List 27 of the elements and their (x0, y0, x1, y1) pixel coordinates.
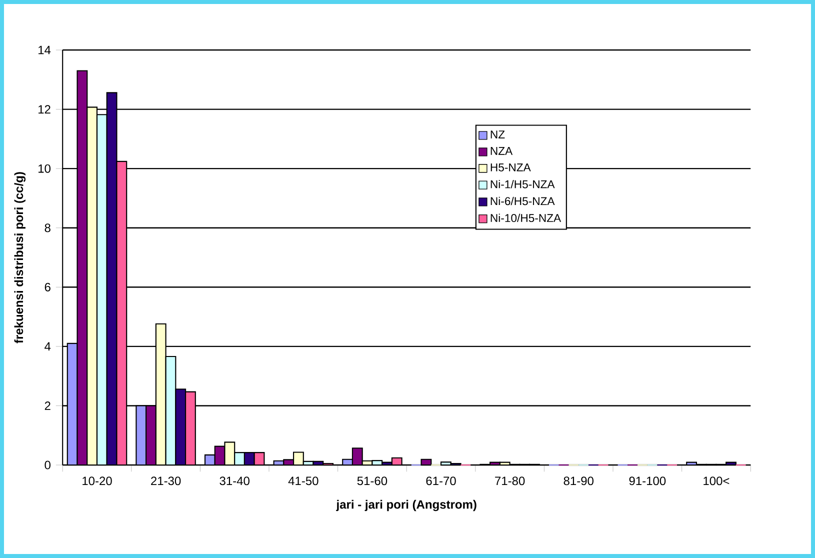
legend-label: NZ (490, 130, 505, 138)
x-tick-label: 71-80 (495, 476, 525, 486)
bar (420, 458, 432, 466)
y-tick-label: 0 (44, 460, 50, 470)
x-tick-label: 91-100 (629, 476, 666, 486)
legend-label: Ni-10/H5-NZA (490, 214, 562, 222)
legend-label: NZA (490, 147, 513, 155)
y-tick-label: 14 (38, 46, 51, 54)
y-tick-label: 4 (44, 342, 51, 351)
x-tick-label: 61-70 (426, 476, 456, 486)
y-tick-label: 6 (44, 282, 50, 292)
x-axis-title: jari - jari pori (Angstrom) (336, 500, 476, 512)
y-tick-label: 12 (38, 105, 50, 114)
y-tick-label: 8 (44, 224, 50, 232)
legend-label: Ni-1/H5-NZA (490, 180, 555, 188)
x-tick-label: 51-60 (357, 476, 388, 486)
legend-label: H5-NZA (490, 163, 531, 172)
y-tick-label: 2 (44, 402, 50, 410)
x-tick-label: 81-90 (564, 476, 594, 486)
legend-label: Ni-6/H5-NZA (490, 196, 555, 206)
y-axis-title: frekuensi distribusi pori (cc/g) (14, 172, 26, 344)
x-tick-label: 21-30 (151, 476, 181, 486)
x-tick-label: 41-50 (288, 476, 318, 486)
x-tick-label: 100< (704, 476, 730, 486)
y-tick-label: 10 (38, 164, 50, 173)
x-tick-label: 31-40 (220, 476, 250, 486)
x-tick-label: 10-20 (82, 476, 112, 486)
